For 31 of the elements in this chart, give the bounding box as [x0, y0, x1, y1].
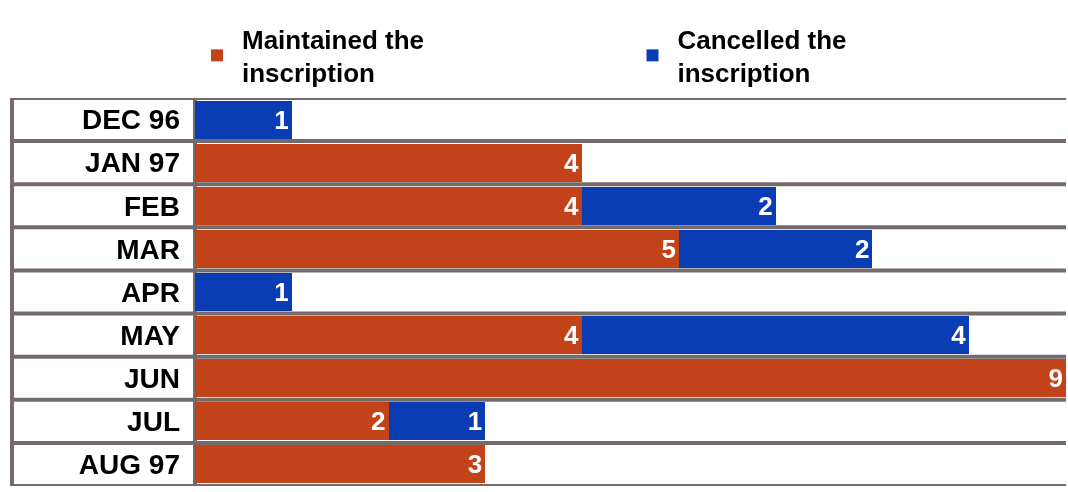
bar	[582, 186, 776, 225]
bar	[678, 229, 873, 268]
data-label: 9	[1048, 363, 1063, 394]
y-tick-label: AUG 97	[78, 449, 180, 481]
y-tick-label: JAN 97	[85, 147, 180, 179]
data-label: 4	[564, 190, 580, 221]
y-tick-label: APR	[120, 276, 180, 308]
data-label: 3	[467, 449, 483, 480]
data-label: 4	[951, 320, 967, 351]
y-tick-label: DEC 96	[81, 104, 180, 136]
data-label: 2	[758, 190, 773, 221]
legend-label: Maintained the inscription	[242, 24, 425, 89]
bar	[388, 402, 486, 441]
bar	[195, 445, 486, 484]
y-tick-label: FEB	[124, 190, 180, 222]
data-label: 2	[371, 406, 386, 437]
bar	[195, 100, 292, 139]
data-label: 1	[274, 277, 289, 307]
bar	[195, 273, 292, 311]
data-label: 1	[467, 406, 483, 437]
data-label: 2	[854, 233, 870, 264]
y-tick-label: JUL	[127, 406, 180, 438]
data-label: 4	[564, 147, 580, 178]
y-tick-label: JUN	[123, 363, 180, 395]
data-label: 5	[661, 233, 676, 264]
y-tick-label: MAY	[120, 319, 181, 351]
data-label: 1	[274, 104, 289, 135]
legend-label: Cancelled the inscription	[677, 24, 847, 89]
bar	[195, 402, 389, 441]
y-tick-label: MAR	[116, 233, 180, 265]
data-label: 4	[564, 320, 580, 351]
